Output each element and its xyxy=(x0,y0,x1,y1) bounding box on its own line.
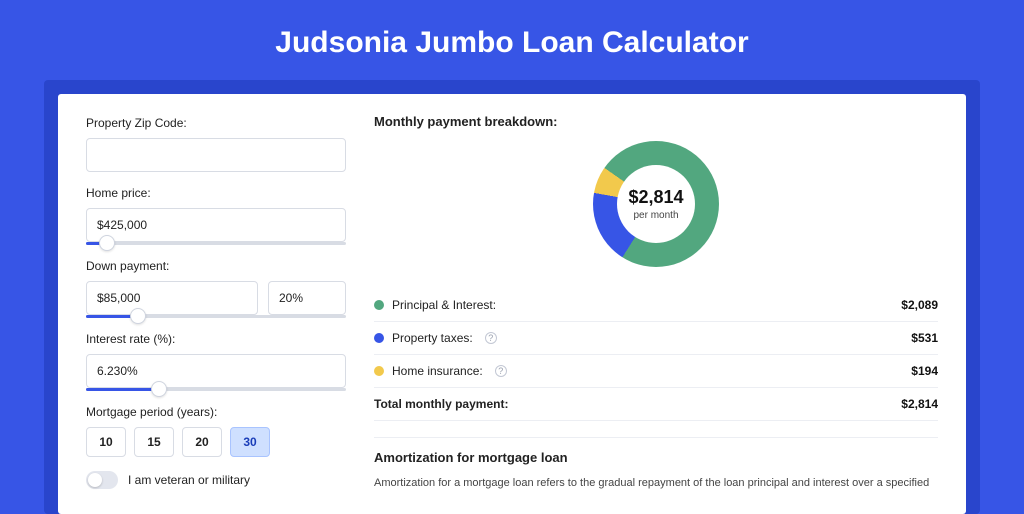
legend-label: Home insurance: xyxy=(392,364,483,378)
info-icon[interactable]: ? xyxy=(495,365,507,377)
veteran-label: I am veteran or military xyxy=(128,473,250,487)
legend: Principal & Interest: $2,089 Property taxe… xyxy=(374,289,938,421)
legend-label: Principal & Interest: xyxy=(392,298,496,312)
legend-value: $531 xyxy=(911,331,938,345)
period-button-15[interactable]: 15 xyxy=(134,427,174,457)
down-payment-field: Down payment: xyxy=(86,259,346,318)
amortization-body: Amortization for a mortgage loan refers … xyxy=(374,475,938,492)
breakdown-title: Monthly payment breakdown: xyxy=(374,114,938,129)
legend-total-value: $2,814 xyxy=(901,397,938,411)
inputs-column: Property Zip Code: Home price: Down paym… xyxy=(86,114,346,514)
veteran-row: I am veteran or military xyxy=(86,471,346,489)
period-button-30[interactable]: 30 xyxy=(230,427,270,457)
donut-chart: $2,814 per month xyxy=(593,141,719,267)
mortgage-period-label: Mortgage period (years): xyxy=(86,405,346,419)
home-price-field: Home price: xyxy=(86,186,346,245)
legend-value: $194 xyxy=(911,364,938,378)
down-payment-label: Down payment: xyxy=(86,259,346,273)
period-button-10[interactable]: 10 xyxy=(86,427,126,457)
legend-dot xyxy=(374,300,384,310)
zip-field: Property Zip Code: xyxy=(86,116,346,172)
info-icon[interactable]: ? xyxy=(485,332,497,344)
donut-center: $2,814 per month xyxy=(617,165,695,243)
legend-row: Principal & Interest: $2,089 xyxy=(374,289,938,321)
home-price-input[interactable] xyxy=(86,208,346,242)
donut-amount: $2,814 xyxy=(628,187,683,208)
zip-input[interactable] xyxy=(86,138,346,172)
donut-container: $2,814 per month xyxy=(374,141,938,267)
mortgage-period-field: Mortgage period (years): 10 15 20 30 xyxy=(86,405,346,457)
home-price-label: Home price: xyxy=(86,186,346,200)
home-price-slider[interactable] xyxy=(86,242,346,245)
calculator-frame: Property Zip Code: Home price: Down paym… xyxy=(44,80,980,514)
amortization-section: Amortization for mortgage loan Amortizat… xyxy=(374,437,938,492)
legend-value: $2,089 xyxy=(901,298,938,312)
donut-sublabel: per month xyxy=(633,210,678,221)
interest-rate-label: Interest rate (%): xyxy=(86,332,346,346)
down-payment-amount-input[interactable] xyxy=(86,281,258,315)
toggle-knob xyxy=(88,473,102,487)
legend-dot xyxy=(374,366,384,376)
period-button-20[interactable]: 20 xyxy=(182,427,222,457)
interest-rate-slider[interactable] xyxy=(86,388,346,391)
legend-dot xyxy=(374,333,384,343)
interest-rate-field: Interest rate (%): xyxy=(86,332,346,391)
down-payment-slider[interactable] xyxy=(86,315,346,318)
legend-row: Home insurance:? $194 xyxy=(374,354,938,387)
legend-total-label: Total monthly payment: xyxy=(374,397,508,411)
calculator-card: Property Zip Code: Home price: Down paym… xyxy=(58,94,966,514)
breakdown-column: Monthly payment breakdown: $2,814 per mo… xyxy=(374,114,938,514)
interest-rate-input[interactable] xyxy=(86,354,346,388)
veteran-toggle[interactable] xyxy=(86,471,118,489)
legend-row: Property taxes:? $531 xyxy=(374,321,938,354)
zip-label: Property Zip Code: xyxy=(86,116,346,130)
down-payment-percent-input[interactable] xyxy=(268,281,346,315)
page-title: Judsonia Jumbo Loan Calculator xyxy=(0,0,1024,80)
amortization-title: Amortization for mortgage loan xyxy=(374,450,938,465)
legend-label: Property taxes: xyxy=(392,331,473,345)
legend-total-row: Total monthly payment: $2,814 xyxy=(374,387,938,421)
